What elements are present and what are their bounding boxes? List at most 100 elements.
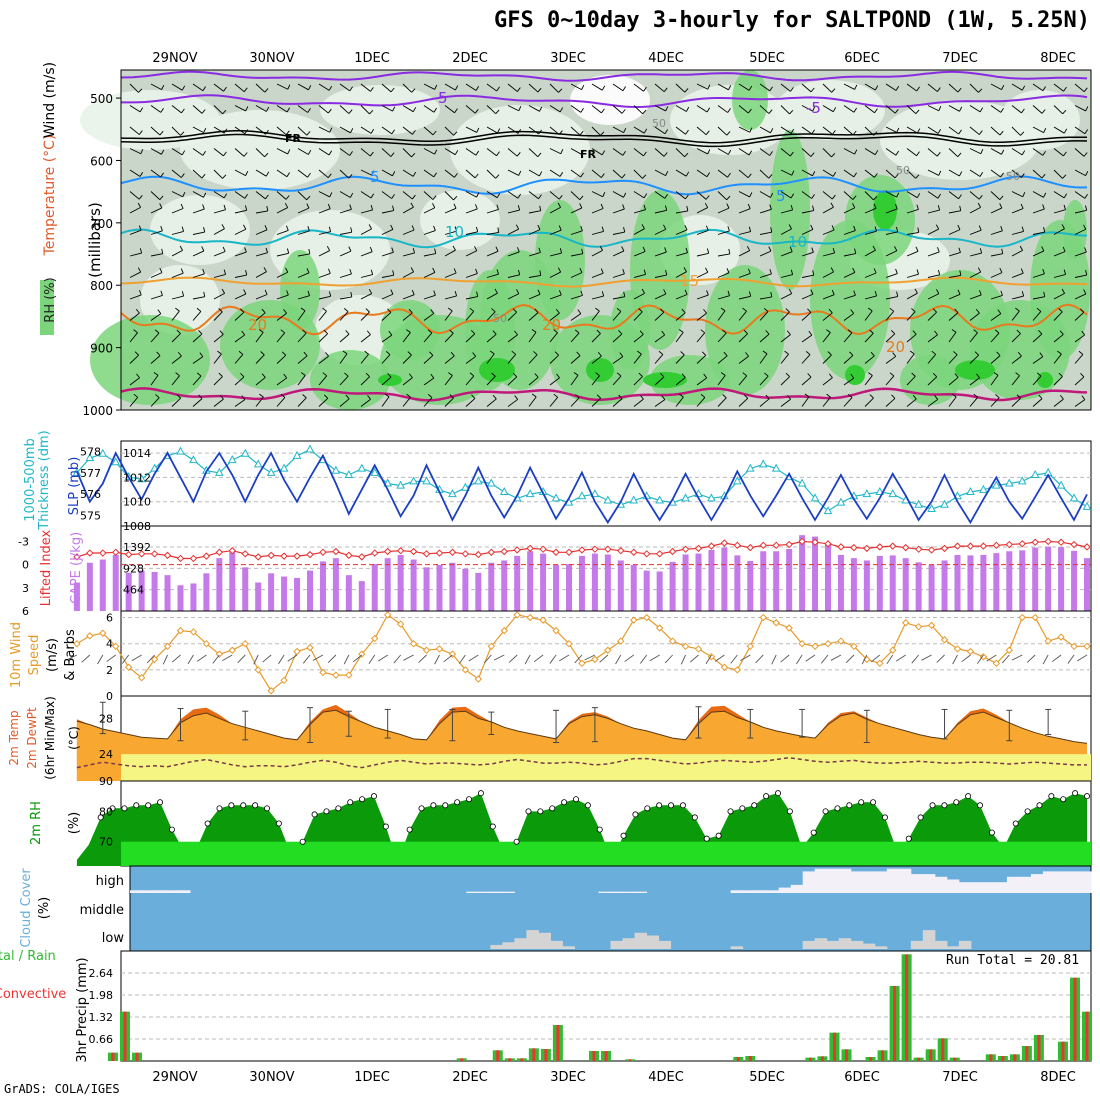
- wind-barb: [253, 654, 259, 665]
- wind-barb: [801, 312, 812, 321]
- wind-barb-flag: [763, 308, 769, 312]
- cape-axis-label: CAPE (J/kg): [69, 532, 84, 604]
- precip-convective-bar: [592, 1051, 596, 1061]
- wind-barb-flag: [831, 225, 835, 231]
- wind-barb: [549, 377, 560, 386]
- wind-barb: [864, 295, 877, 300]
- wind-barb: [381, 251, 394, 257]
- wind-barb: [444, 169, 455, 178]
- wind-barb-flag: [790, 193, 795, 199]
- wind-barb: [885, 311, 895, 321]
- wind-barb: [528, 332, 537, 343]
- wind-barb-flag: [511, 350, 516, 355]
- wind-speed-point: [254, 666, 262, 674]
- wind-barb: [864, 230, 877, 235]
- wind-barb: [843, 83, 855, 90]
- lifted-index-point: [565, 548, 573, 556]
- wind-barb-flag: [597, 351, 602, 357]
- wind-barb: [738, 126, 750, 133]
- wind-barb-flag: [495, 246, 499, 252]
- wind-barb-flag: [474, 109, 479, 114]
- wind-barb: [599, 654, 609, 663]
- wind-barb: [822, 148, 832, 158]
- wind-barb: [675, 252, 688, 257]
- wind-barb: [864, 105, 875, 114]
- wind-barb-flag: [831, 88, 836, 93]
- wind-barb-flag: [1061, 288, 1065, 294]
- wind-barb-flag: [600, 173, 605, 178]
- wind-barb: [360, 353, 369, 364]
- wind-barb: [675, 83, 686, 93]
- wind-barb: [507, 228, 519, 235]
- wind-barb-flag: [748, 226, 752, 232]
- wind-speed-point: [1083, 642, 1091, 651]
- cloud-high-bar: [850, 871, 864, 893]
- wind-barb-flag: [832, 247, 836, 254]
- wind-barb: [1053, 334, 1064, 343]
- wind-barb: [327, 654, 337, 663]
- wind-barb: [444, 397, 454, 407]
- lifted-index-point: [461, 550, 470, 558]
- wind-barb: [664, 654, 673, 664]
- wind-barb: [423, 294, 436, 300]
- cloud-low-bar: [514, 938, 527, 949]
- wind-barb: [171, 126, 181, 136]
- wind-barb-flag: [643, 204, 646, 210]
- wind-barb-flag: [931, 350, 936, 355]
- rh2m-point: [1072, 790, 1079, 797]
- wind-barb-flag: [762, 350, 768, 355]
- cape-bar: [268, 573, 275, 611]
- cape-bar: [1032, 547, 1039, 611]
- thickness-point: [331, 465, 341, 474]
- wind-speed-point: [86, 632, 94, 640]
- wind-barb: [483, 654, 492, 664]
- wind-barb-flag: [557, 267, 562, 273]
- wind-barb-flag: [853, 107, 858, 113]
- wind-barb: [990, 253, 1003, 257]
- wind-barb-flag: [308, 248, 311, 255]
- wind-barb-flag: [369, 246, 373, 252]
- lifted-index-point: [720, 539, 729, 547]
- rh-moist-region: [1063, 200, 1087, 260]
- wind-barb: [423, 169, 435, 178]
- precip-convective-bar: [556, 1025, 560, 1061]
- wind-barb-flag: [1062, 246, 1066, 252]
- wind-barb-flag: [616, 372, 622, 377]
- wind-barb-flag: [600, 268, 604, 274]
- wind-barb: [444, 83, 456, 91]
- thickness-point: [137, 474, 146, 483]
- wind-barb-flag: [596, 394, 601, 399]
- wind-barb: [129, 206, 141, 214]
- wind-barb: [759, 208, 772, 214]
- rh2m-tick-label: 80: [99, 805, 113, 818]
- wind-barb-flag: [203, 192, 207, 198]
- cape-bar: [553, 565, 560, 611]
- thickness-point: [85, 452, 95, 461]
- wind-barb: [129, 397, 139, 407]
- lifted-index-point: [992, 541, 1001, 550]
- wind-barb: [213, 126, 225, 134]
- wind-barb: [822, 354, 832, 364]
- wind-barb-flag: [264, 152, 269, 158]
- wind-barb-flag: [559, 290, 562, 296]
- wind-barb-flag: [701, 351, 707, 356]
- wind-barb-flag: [454, 173, 458, 178]
- wind-barb-flag: [199, 352, 204, 357]
- wind-barb-flag: [370, 193, 375, 199]
- wind-barb-flag: [812, 205, 815, 211]
- wind-barb-flag: [747, 173, 752, 178]
- cape-bar: [255, 582, 262, 611]
- wind-barb: [570, 397, 580, 407]
- wind-barb-flag: [450, 351, 455, 357]
- wind-barb-flag: [643, 193, 648, 199]
- cape-tick-label: 464: [123, 584, 144, 597]
- wind-barb-flag: [243, 289, 247, 295]
- wind-barb: [213, 292, 225, 300]
- lifted-index-point: [642, 550, 651, 558]
- lifted-index-point: [876, 543, 884, 551]
- wind-barb: [864, 333, 874, 343]
- wind-barb-flag: [390, 152, 395, 157]
- precip-convective-bar: [520, 1058, 524, 1061]
- wind-barb-flag: [327, 203, 331, 209]
- wind-barb: [1032, 231, 1045, 235]
